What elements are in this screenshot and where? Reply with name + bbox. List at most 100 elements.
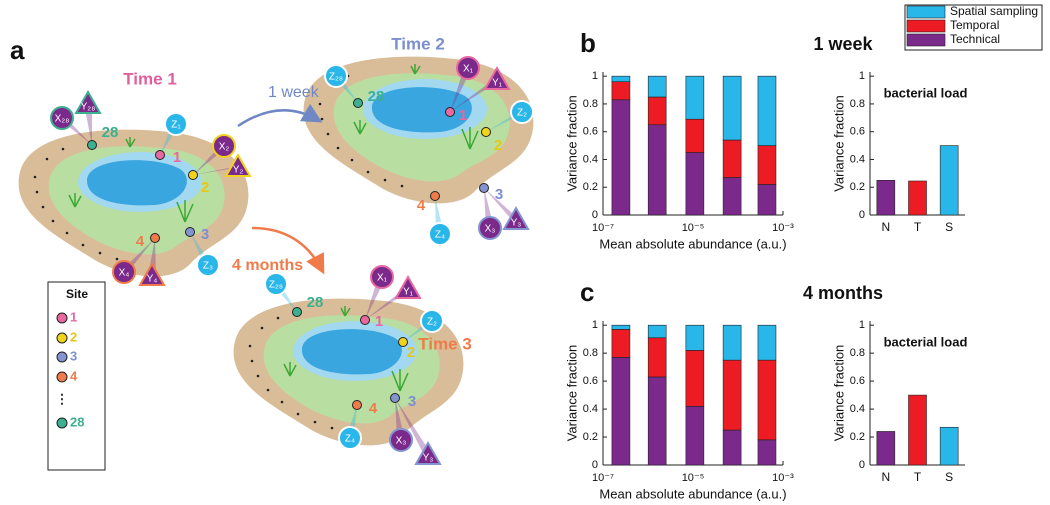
site-marker bbox=[155, 150, 165, 160]
y-tick-label: 0.2 bbox=[583, 181, 598, 193]
x-tick-label: T bbox=[914, 220, 922, 234]
sample-marker bbox=[50, 106, 74, 130]
x-tick-label: T bbox=[914, 470, 922, 484]
y-tick-label: 0.6 bbox=[850, 126, 865, 138]
site-marker bbox=[150, 233, 160, 243]
y-tick-label: 0.2 bbox=[850, 181, 865, 193]
legend-label: Temporal bbox=[950, 18, 999, 32]
y-axis-label: Variance fraction bbox=[831, 345, 846, 442]
sample-marker bbox=[428, 222, 452, 246]
site-legend-marker bbox=[56, 417, 68, 429]
site-marker bbox=[292, 307, 302, 317]
site-legend-marker bbox=[56, 332, 68, 344]
bar-segment bbox=[647, 75, 667, 98]
site-label: 28 bbox=[368, 88, 385, 105]
x-tick-label: 10⁻³ bbox=[772, 472, 794, 484]
bar-segment bbox=[722, 177, 742, 216]
chart-title: bacterial load bbox=[884, 334, 968, 349]
sample-label: X₁ bbox=[377, 273, 388, 284]
callout bbox=[84, 104, 92, 145]
bar-segment bbox=[722, 429, 742, 466]
site-legend-label: 3 bbox=[70, 348, 77, 363]
site-legend-label: 2 bbox=[70, 329, 77, 344]
time-title: Time 3 bbox=[418, 334, 472, 353]
site-label: 3 bbox=[408, 393, 416, 410]
bar-segment bbox=[757, 359, 777, 441]
y-tick-label: 0.4 bbox=[850, 403, 865, 415]
callout bbox=[395, 398, 432, 455]
y-tick-label: 0.8 bbox=[850, 98, 865, 110]
site-legend-label: 28 bbox=[70, 414, 84, 429]
sample-label: Y₃ bbox=[511, 218, 522, 229]
bar-segment bbox=[685, 75, 705, 120]
chart-title: 1 week bbox=[813, 34, 873, 54]
x-tick-label: N bbox=[881, 470, 890, 484]
bar-segment bbox=[685, 152, 705, 216]
bar-segment bbox=[611, 75, 631, 83]
x-tick-label: S bbox=[945, 220, 953, 234]
site-legend-marker bbox=[56, 312, 68, 324]
site-marker bbox=[390, 393, 400, 403]
legend-swatch bbox=[906, 19, 946, 33]
x-tick-label: 10⁻³ bbox=[772, 222, 794, 234]
y-tick-label: 0.4 bbox=[583, 153, 598, 165]
site-label: 2 bbox=[494, 137, 502, 154]
site-label: 1 bbox=[375, 313, 383, 330]
site-legend-label: 1 bbox=[70, 309, 77, 324]
time-title: Time 1 bbox=[123, 69, 177, 88]
site-label: 28 bbox=[102, 124, 119, 141]
sample-marker bbox=[456, 56, 480, 80]
site-label: 3 bbox=[201, 226, 209, 243]
site-legend-marker bbox=[56, 351, 68, 363]
x-axis-label: Mean absolute abundance (a.u.) bbox=[599, 486, 786, 501]
sample-marker bbox=[414, 440, 442, 465]
bar-segment bbox=[647, 96, 667, 126]
x-axis-label: Mean absolute abundance (a.u.) bbox=[599, 236, 786, 251]
sample-label: X₃ bbox=[485, 224, 496, 235]
y-tick-label: 1 bbox=[859, 319, 865, 331]
site-label: 1 bbox=[459, 107, 467, 124]
sample-label: X₁ bbox=[463, 64, 474, 75]
sample-marker bbox=[510, 100, 534, 124]
sample-marker bbox=[212, 134, 236, 158]
x-tick-label: 10⁻⁵ bbox=[682, 222, 705, 234]
sample-label: Y₄ bbox=[147, 274, 158, 285]
bar-segment bbox=[611, 81, 631, 101]
y-tick-label: 0.2 bbox=[850, 431, 865, 443]
panel-label: b bbox=[580, 28, 596, 58]
bar bbox=[876, 431, 896, 466]
y-axis-label: Variance fraction bbox=[564, 95, 579, 192]
legend-label: Spatial sampling bbox=[950, 4, 1038, 18]
site-label: 2 bbox=[407, 344, 415, 361]
y-axis-label: Variance fraction bbox=[831, 95, 846, 192]
bar-segment bbox=[685, 350, 705, 407]
y-tick-label: 0 bbox=[859, 459, 865, 471]
y-tick-label: 0.8 bbox=[583, 98, 598, 110]
site-label: 28 bbox=[307, 294, 324, 311]
arrow bbox=[237, 103, 323, 128]
sample-label: Z₄ bbox=[345, 434, 355, 445]
sample-marker bbox=[196, 253, 220, 277]
bar-segment bbox=[647, 337, 667, 378]
bar-segment bbox=[611, 99, 631, 216]
bar-segment bbox=[757, 75, 777, 146]
site-legend-marker bbox=[56, 371, 68, 383]
legend-swatch bbox=[906, 5, 946, 19]
site-marker bbox=[353, 98, 363, 108]
site-legend-label: ⋮ bbox=[56, 391, 69, 406]
legend-label: Technical bbox=[950, 32, 1000, 46]
sample-marker bbox=[370, 265, 394, 289]
arrow-label: 4 months bbox=[232, 257, 303, 274]
bar-segment bbox=[757, 324, 777, 361]
sample-marker bbox=[338, 426, 362, 450]
sample-label: Y₁ bbox=[403, 287, 414, 298]
site-label: 2 bbox=[201, 179, 209, 196]
site-legend-label: 4 bbox=[70, 368, 78, 383]
sample-marker bbox=[112, 260, 136, 284]
y-tick-label: 0 bbox=[859, 209, 865, 221]
y-tick-label: 0 bbox=[592, 459, 598, 471]
bar-segment bbox=[611, 324, 631, 330]
sample-marker bbox=[138, 261, 166, 286]
